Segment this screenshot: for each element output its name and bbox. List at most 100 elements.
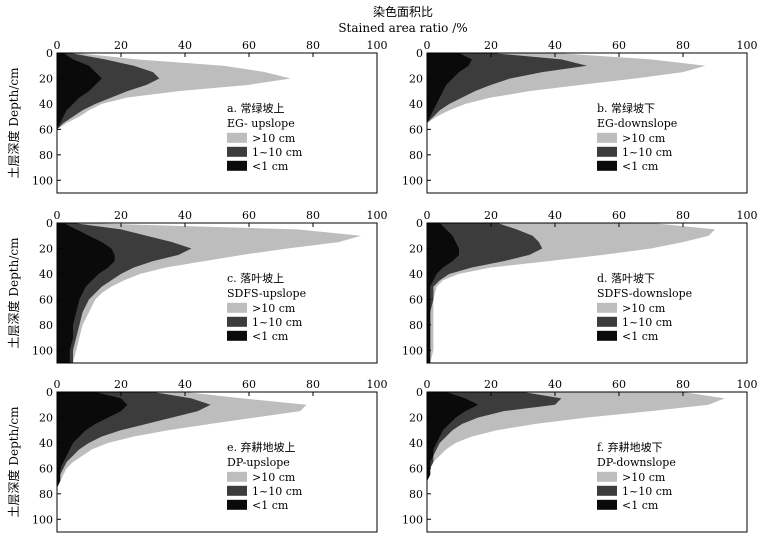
panel-c: 土层深度 Depth/cm 0 20 40 60 80 100 0 20 40 60 80 100 c. … bbox=[6, 209, 388, 364]
series-area-f-3 bbox=[427, 392, 479, 482]
y-tick-label-a: 0 bbox=[46, 47, 53, 60]
y-tick-label-f: 20 bbox=[409, 411, 423, 424]
legend-label-d-3: <1 cm bbox=[622, 330, 659, 343]
x-tick-label-e: 40 bbox=[178, 378, 192, 391]
y-tick-label-e: 60 bbox=[39, 462, 53, 475]
legend-swatch-f-3 bbox=[597, 499, 617, 510]
legend-swatch-e-1 bbox=[227, 471, 247, 482]
plot-frame-b bbox=[426, 52, 748, 194]
legend-label-b-3: <1 cm bbox=[622, 160, 659, 173]
legend-label-c-2: 1~10 cm bbox=[252, 316, 303, 329]
plot-frame-c bbox=[56, 222, 378, 364]
y-tick-label-d: 80 bbox=[409, 319, 423, 332]
legend-swatch-a-2 bbox=[227, 146, 247, 157]
series-area-b-2 bbox=[427, 53, 587, 123]
y-tick-label-a: 100 bbox=[32, 174, 53, 187]
legend-swatch-f-1 bbox=[597, 471, 617, 482]
y-tick-label-d: 0 bbox=[416, 217, 423, 230]
panel-label-cn-a: a. 常绿坡上 bbox=[227, 101, 285, 115]
panel-b: 0 20 40 60 80 100 0 20 40 60 80 100 b. 常绿坡下 EG-downsl… bbox=[402, 39, 758, 194]
plot-frame-e bbox=[56, 391, 378, 533]
x-tick-label-a: 80 bbox=[306, 39, 320, 52]
panel-label-cn-c: c. 落叶坡上 bbox=[227, 272, 284, 285]
y-tick-label-d: 60 bbox=[409, 293, 423, 306]
series-area-d-3 bbox=[427, 223, 459, 363]
series-area-f-2 bbox=[427, 392, 562, 482]
x-tick-label-b: 60 bbox=[612, 39, 626, 52]
y-tick-label-b: 40 bbox=[409, 98, 423, 111]
y-axis-label-e: 土层深度 Depth/cm bbox=[6, 406, 21, 518]
y-tick-label-c: 0 bbox=[46, 217, 53, 230]
y-axis-label-a: 土层深度 Depth/cm bbox=[6, 67, 21, 179]
y-tick-label-c: 20 bbox=[39, 242, 53, 255]
y-tick-label-d: 20 bbox=[409, 242, 423, 255]
legend-label-c-1: >10 cm bbox=[252, 302, 296, 315]
panel-label-cn-f: f. 弃耕地坡下 bbox=[597, 440, 663, 454]
y-tick-label-e: 40 bbox=[39, 437, 53, 450]
y-tick-label-e: 80 bbox=[39, 488, 53, 501]
legend-label-f-1: >10 cm bbox=[622, 471, 666, 484]
y-tick-label-b: 0 bbox=[416, 47, 423, 60]
y-tick-label-e: 20 bbox=[39, 411, 53, 424]
y-tick-label-f: 40 bbox=[409, 437, 423, 450]
x-tick-label-c: 100 bbox=[367, 209, 388, 222]
x-tick-label-a: 40 bbox=[178, 39, 192, 52]
y-tick-label-c: 80 bbox=[39, 319, 53, 332]
y-tick-label-b: 20 bbox=[409, 72, 423, 85]
figure-title-en: Stained area ratio /% bbox=[338, 21, 467, 35]
y-tick-label-c: 100 bbox=[32, 344, 53, 357]
x-tick-label-d: 40 bbox=[548, 209, 562, 222]
legend-label-c-3: <1 cm bbox=[252, 330, 289, 343]
series-area-c-3 bbox=[57, 223, 115, 363]
y-tick-label-f: 60 bbox=[409, 462, 423, 475]
x-tick-label-d: 0 bbox=[424, 209, 431, 222]
panel-label-en-b: EG-downslope bbox=[597, 117, 677, 130]
x-tick-label-e: 0 bbox=[54, 378, 61, 391]
legend-swatch-e-3 bbox=[227, 499, 247, 510]
legend-swatch-c-2 bbox=[227, 316, 247, 327]
panels: 土层深度 Depth/cm 0 20 40 60 80 100 0 20 40 60 80 100 a. … bbox=[6, 39, 758, 533]
x-tick-label-e: 80 bbox=[306, 378, 320, 391]
legend-swatch-b-2 bbox=[597, 146, 617, 157]
legend-swatch-a-3 bbox=[227, 160, 247, 171]
x-tick-label-c: 40 bbox=[178, 209, 192, 222]
x-tick-label-d: 20 bbox=[484, 209, 498, 222]
x-tick-label-e: 100 bbox=[367, 378, 388, 391]
panel-a: 土层深度 Depth/cm 0 20 40 60 80 100 0 20 40 60 80 100 a. … bbox=[6, 39, 388, 194]
panel-label-en-e: DP-upslope bbox=[227, 456, 290, 469]
y-tick-label-a: 60 bbox=[39, 123, 53, 136]
series-area-f-1 bbox=[427, 392, 725, 482]
legend-label-e-1: >10 cm bbox=[252, 471, 296, 484]
series-area-e-3 bbox=[57, 392, 128, 488]
panel-label-en-d: SDFS-downslope bbox=[597, 287, 692, 300]
y-tick-label-a: 20 bbox=[39, 72, 53, 85]
legend-swatch-a-1 bbox=[227, 132, 247, 143]
series-area-b-3 bbox=[427, 53, 472, 123]
legend-label-b-2: 1~10 cm bbox=[622, 146, 673, 159]
x-tick-label-c: 20 bbox=[114, 209, 128, 222]
series-area-a-3 bbox=[57, 53, 102, 130]
panel-label-cn-d: d. 落叶坡下 bbox=[597, 272, 655, 285]
y-tick-label-b: 80 bbox=[409, 149, 423, 162]
x-tick-label-f: 20 bbox=[484, 378, 498, 391]
plot-frame-f bbox=[426, 391, 748, 533]
y-tick-label-d: 100 bbox=[402, 344, 423, 357]
legend-swatch-d-2 bbox=[597, 316, 617, 327]
y-tick-label-f: 0 bbox=[416, 386, 423, 399]
panel-label-en-f: DP-downslope bbox=[597, 456, 676, 469]
panel-d: 0 20 40 60 80 100 0 20 40 60 80 100 d. 落叶坡下 SDFS-down… bbox=[402, 209, 758, 364]
x-tick-label-a: 100 bbox=[367, 39, 388, 52]
legend-swatch-c-1 bbox=[227, 302, 247, 313]
x-tick-label-b: 100 bbox=[737, 39, 758, 52]
y-tick-label-d: 40 bbox=[409, 268, 423, 281]
plot-frame-a bbox=[56, 52, 378, 194]
legend-swatch-e-2 bbox=[227, 485, 247, 496]
legend-label-a-1: >10 cm bbox=[252, 132, 296, 145]
legend-label-d-1: >10 cm bbox=[622, 302, 666, 315]
plot-frame-d bbox=[426, 222, 748, 364]
y-tick-label-f: 100 bbox=[402, 513, 423, 526]
x-tick-label-c: 80 bbox=[306, 209, 320, 222]
panel-e: 土层深度 Depth/cm 0 20 40 60 80 100 0 20 40 60 80 100 e. … bbox=[6, 378, 388, 533]
x-tick-label-c: 60 bbox=[242, 209, 256, 222]
